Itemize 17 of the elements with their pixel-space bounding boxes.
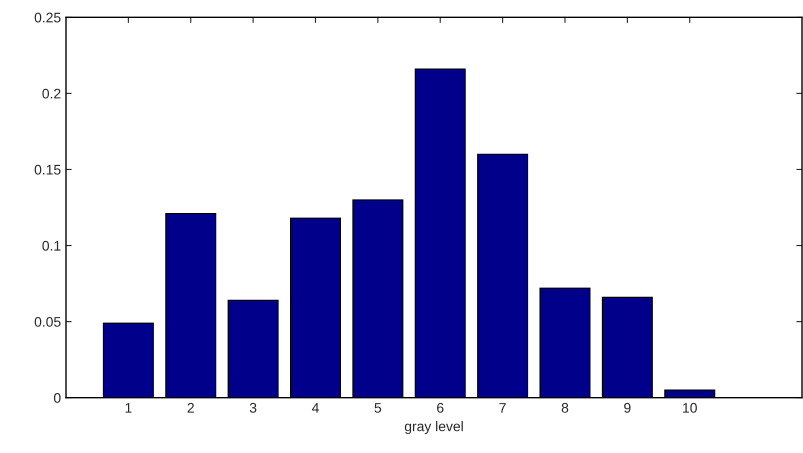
x-tick-label: 10 bbox=[683, 402, 697, 413]
x-tick-label: 2 bbox=[188, 402, 194, 413]
x-axis-title: gray level bbox=[404, 421, 463, 434]
y-tick-label: 0.05 bbox=[34, 316, 61, 327]
x-tick-label: 6 bbox=[437, 402, 444, 413]
x-tick-label: 4 bbox=[312, 403, 319, 413]
x-tick-label: 1 bbox=[126, 403, 132, 413]
x-tick-label: 5 bbox=[374, 403, 382, 413]
y-tick-label: 0.15 bbox=[34, 164, 61, 175]
x-tick-label: 7 bbox=[499, 403, 506, 413]
x-tick-label: 3 bbox=[250, 402, 256, 413]
x-tick-label: 8 bbox=[562, 402, 568, 413]
y-tick-label: 0.2 bbox=[42, 88, 60, 99]
y-tick-label: 0.25 bbox=[34, 12, 61, 22]
y-tick-label: 0.1 bbox=[42, 240, 60, 251]
y-tick-label: 0 bbox=[54, 393, 61, 403]
x-tick-label: 9 bbox=[624, 402, 631, 413]
